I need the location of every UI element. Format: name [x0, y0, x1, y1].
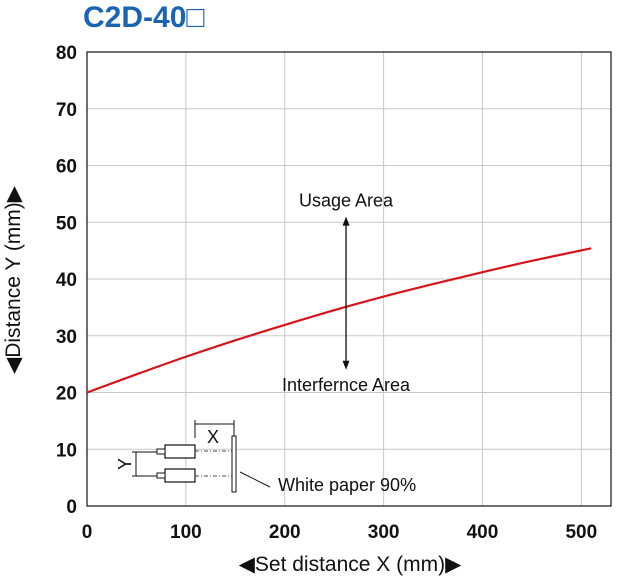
y-tick-label: 70: [56, 100, 77, 121]
sensor-setup-diagram: X Y White paper 90%: [115, 420, 416, 495]
x-tick-labels: 0 100 200 300 400 500: [82, 522, 597, 543]
arrow-up-icon: [342, 216, 350, 226]
y-tick-label: 0: [66, 497, 77, 518]
target-leader-line: [239, 471, 271, 488]
y-tick-label: 40: [56, 270, 77, 291]
y-tick-label: 20: [56, 384, 77, 405]
lower-sensor-icon: [156, 468, 232, 483]
series-group: [86, 247, 592, 394]
white-paper-target: [231, 435, 237, 493]
y-tick-label: 10: [56, 440, 77, 461]
chart-title: C2D-40□: [83, 1, 205, 34]
x-tick-label: 500: [565, 522, 597, 543]
x-tick-label: 100: [170, 522, 202, 543]
y-tick-label: 80: [56, 43, 77, 64]
white-paper-label: White paper 90%: [278, 475, 416, 495]
interference-area-label: Interfernce Area: [282, 375, 411, 395]
x-axis-label: ◀Set distance X (mm)▶: [239, 553, 462, 576]
upper-sensor-icon: [156, 444, 232, 459]
y-tick-label: 50: [56, 213, 77, 234]
usage-interference-annotation: Usage Area Interfernce Area: [282, 191, 411, 395]
usage-area-label: Usage Area: [299, 191, 394, 211]
x-tick-label: 400: [467, 522, 499, 543]
inset-x-label: X: [207, 427, 219, 447]
x-tick-label: 200: [269, 522, 301, 543]
y-axis-label: ◀Distance Y (mm)▶: [2, 185, 25, 374]
series-line: [86, 247, 592, 394]
x-tick-label: 0: [82, 522, 93, 543]
arrow-down-icon: [342, 360, 350, 370]
x-tick-label: 300: [368, 522, 400, 543]
y-tick-label: 30: [56, 327, 77, 348]
grid: [86, 51, 611, 507]
plot-frame: [86, 51, 612, 507]
y-tick-labels: 0 10 20 30 40 50 60 70 80: [56, 43, 77, 518]
inset-y-label: Y: [115, 458, 135, 470]
y-tick-label: 60: [56, 157, 77, 178]
